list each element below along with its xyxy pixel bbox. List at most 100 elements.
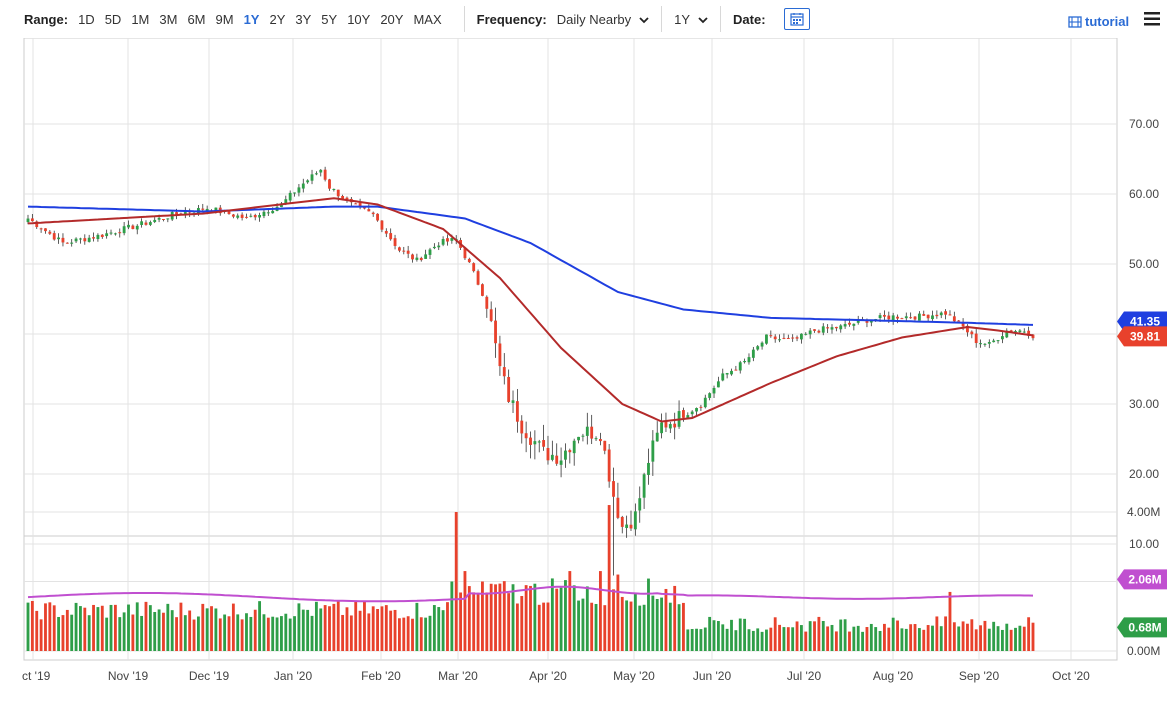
candle-body xyxy=(127,224,130,228)
volume-bar xyxy=(301,609,305,651)
range-button-9m[interactable]: 9M xyxy=(215,11,234,27)
volume-bar xyxy=(673,585,677,651)
volume-bar xyxy=(865,627,869,651)
hamburger-menu-icon[interactable] xyxy=(1144,12,1160,31)
volume-bar xyxy=(489,583,493,651)
candle-body xyxy=(738,362,742,371)
volume-bar xyxy=(799,625,803,651)
candle-body xyxy=(467,258,471,263)
candle-body xyxy=(751,349,755,358)
candle-body xyxy=(699,406,703,408)
volume-bar xyxy=(227,616,231,651)
range-button-max[interactable]: MAX xyxy=(413,11,442,27)
range-button-1y[interactable]: 1Y xyxy=(243,11,260,27)
range-label: Range: xyxy=(24,11,69,27)
volume-bar xyxy=(140,615,144,651)
candle-body xyxy=(367,209,371,212)
candle-body xyxy=(502,367,506,377)
candle-body xyxy=(856,319,860,323)
range-button-3m[interactable]: 3M xyxy=(159,11,178,27)
volume-bar xyxy=(690,628,694,651)
candle-body xyxy=(808,330,812,335)
candle-body xyxy=(655,432,659,442)
range-button-1m[interactable]: 1M xyxy=(131,11,150,27)
volume-bar xyxy=(585,586,589,651)
volume-bar xyxy=(441,610,445,651)
volume-bar xyxy=(900,628,904,651)
volume-bar xyxy=(598,571,602,651)
price-chart[interactable]: 70.00 60.00 50.00 30.00 20.00 10.00 4.00M 0.00M… xyxy=(0,38,1169,702)
range-button-1d[interactable]: 1D xyxy=(78,11,95,27)
candle-body xyxy=(406,250,410,254)
volume-bar xyxy=(909,624,913,651)
volume-bar xyxy=(354,600,358,651)
candle-body xyxy=(109,232,113,234)
grid-lines xyxy=(23,38,1118,661)
candle-body xyxy=(328,179,331,189)
volume-bar xyxy=(970,619,974,651)
volume-bar xyxy=(135,602,139,651)
volume-bar xyxy=(48,602,52,651)
range-button-10y[interactable]: 10Y xyxy=(347,11,371,27)
volume-bar xyxy=(782,627,786,651)
candle-body xyxy=(612,481,615,497)
candle-body xyxy=(891,315,895,321)
volume-bar xyxy=(459,592,463,651)
tutorial-link[interactable]: tutorial xyxy=(1068,14,1129,29)
candle-body xyxy=(546,447,550,461)
volume-bar xyxy=(686,629,690,651)
y-tick-label: 30.00 xyxy=(1129,397,1159,411)
candle-body xyxy=(957,320,961,322)
volume-bars xyxy=(26,505,1035,651)
candle-body xyxy=(166,218,170,220)
volume-bar xyxy=(57,616,61,651)
period-dropdown[interactable]: 1Y xyxy=(674,12,708,27)
candle-body xyxy=(39,228,43,230)
volume-bar xyxy=(245,613,248,651)
frequency-label: Frequency: xyxy=(476,11,547,27)
range-button-2y[interactable]: 2Y xyxy=(269,11,286,27)
candle-body xyxy=(520,420,524,434)
volume-bar xyxy=(1000,629,1004,651)
volume-bar xyxy=(65,609,69,651)
volume-bar xyxy=(83,607,87,651)
volume-bar xyxy=(1005,623,1009,651)
volume-bar xyxy=(712,620,716,651)
range-button-3y[interactable]: 3Y xyxy=(295,11,312,27)
volume-bar xyxy=(703,627,707,651)
last-price-badge-shape xyxy=(1117,326,1167,347)
calendar-button[interactable] xyxy=(783,8,810,30)
range-button-20y[interactable]: 20Y xyxy=(380,11,404,27)
candle-body xyxy=(240,214,244,218)
volume-bar xyxy=(778,624,781,651)
volume-bar xyxy=(450,581,454,651)
candle-body xyxy=(633,511,637,530)
volume-bar xyxy=(70,614,74,651)
volume-bar xyxy=(633,593,637,651)
candle-body xyxy=(834,326,838,329)
candle-body xyxy=(380,220,384,230)
range-button-5y[interactable]: 5Y xyxy=(321,11,338,27)
candle-body xyxy=(332,188,336,190)
candle-body xyxy=(703,397,707,408)
candle-body xyxy=(489,309,493,321)
volume-bar xyxy=(498,583,502,651)
frequency-dropdown[interactable]: Daily Nearby xyxy=(557,12,649,27)
candle-body xyxy=(878,315,882,319)
plot-border xyxy=(23,38,1118,661)
candle-body xyxy=(393,238,397,246)
volume-bar xyxy=(751,630,755,651)
range-button-5d[interactable]: 5D xyxy=(104,11,122,27)
volume-bar xyxy=(118,617,122,651)
volume-bar xyxy=(30,600,34,651)
candle-body xyxy=(148,222,152,225)
candle-body xyxy=(559,460,563,465)
volume-bar xyxy=(979,625,982,651)
volume-bar xyxy=(1022,626,1026,651)
volume-bar xyxy=(328,606,331,651)
range-button-6m[interactable]: 6M xyxy=(187,11,206,27)
volume-bar xyxy=(345,607,349,651)
volume-bar xyxy=(39,619,43,651)
candle-body xyxy=(533,441,537,445)
candle-body xyxy=(664,421,668,428)
